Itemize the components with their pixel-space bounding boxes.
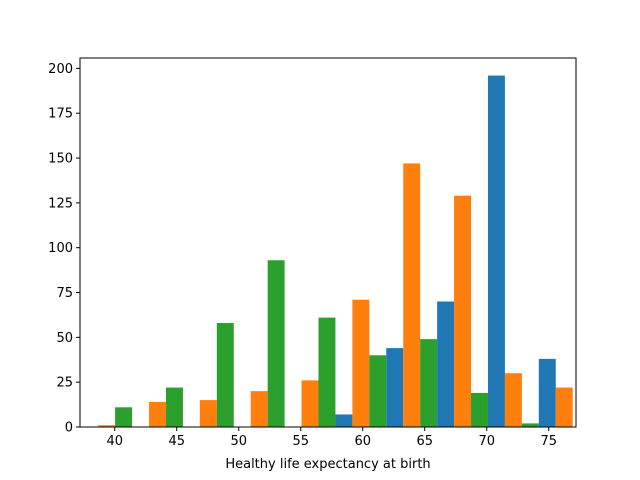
x-tick-label: 70 <box>478 434 495 449</box>
y-tick-label: 50 <box>56 331 73 346</box>
bar-series-2-bin-9 <box>504 373 522 427</box>
x-ticks: 40 45 50 55 60 65 70 75 <box>106 427 557 449</box>
plot-frame <box>79 57 577 428</box>
y-ticks: 0 25 50 75 100 125 150 175 200 <box>48 62 80 436</box>
bar-series-1-bin-6 <box>335 414 353 427</box>
bar-series-3-bin-5 <box>318 317 336 427</box>
y-tick-label: 150 <box>48 152 73 167</box>
x-tick-label: 60 <box>354 434 371 449</box>
bar-series-1-bin-8 <box>437 301 455 427</box>
bar-series-2-bin-6 <box>352 299 370 427</box>
bar-series-2-bin-3 <box>199 400 217 427</box>
bar-series-2-bin-2 <box>149 401 166 427</box>
bar-series-2-bin-8 <box>454 195 472 427</box>
y-tick-label: 75 <box>56 286 73 301</box>
y-tick-label: 25 <box>56 376 73 391</box>
y-tick-label: 100 <box>48 241 73 256</box>
x-tick-label: 40 <box>106 434 123 449</box>
bar-series-2-bin-7 <box>403 163 421 427</box>
y-tick-label: 125 <box>48 196 73 211</box>
bar-series-3-bin-7 <box>420 339 438 427</box>
bar-series-2-bin-5 <box>301 380 319 427</box>
bar-series-1-bin-9 <box>487 75 505 427</box>
y-tick-label: 0 <box>65 421 73 436</box>
bar-series-2-bin-10 <box>555 387 573 427</box>
bar-series-3-bin-9 <box>521 423 539 427</box>
x-tick-label: 55 <box>292 434 309 449</box>
bar-series-3-bin-1 <box>115 407 133 427</box>
bar-series-1-bin-7 <box>386 348 404 427</box>
bar-series-3-bin-4 <box>267 260 285 427</box>
bar-series-3-bin-8 <box>471 392 488 427</box>
x-tick-label: 50 <box>230 434 247 449</box>
bar-series-3-bin-6 <box>369 355 387 427</box>
x-tick-label: 75 <box>540 434 557 449</box>
bars-group <box>98 75 573 427</box>
bar-series-3-bin-3 <box>216 323 234 427</box>
bar-series-1-bin-10 <box>538 358 556 427</box>
x-tick-label: 65 <box>416 434 433 449</box>
bar-series-2-bin-1 <box>98 425 116 427</box>
x-axis-label: Healthy life expectancy at birth <box>225 457 430 472</box>
y-tick-label: 175 <box>48 107 73 122</box>
x-tick-label: 45 <box>168 434 185 449</box>
bar-series-3-bin-2 <box>165 387 183 427</box>
bar-series-2-bin-4 <box>250 391 268 427</box>
y-tick-label: 200 <box>48 62 73 77</box>
